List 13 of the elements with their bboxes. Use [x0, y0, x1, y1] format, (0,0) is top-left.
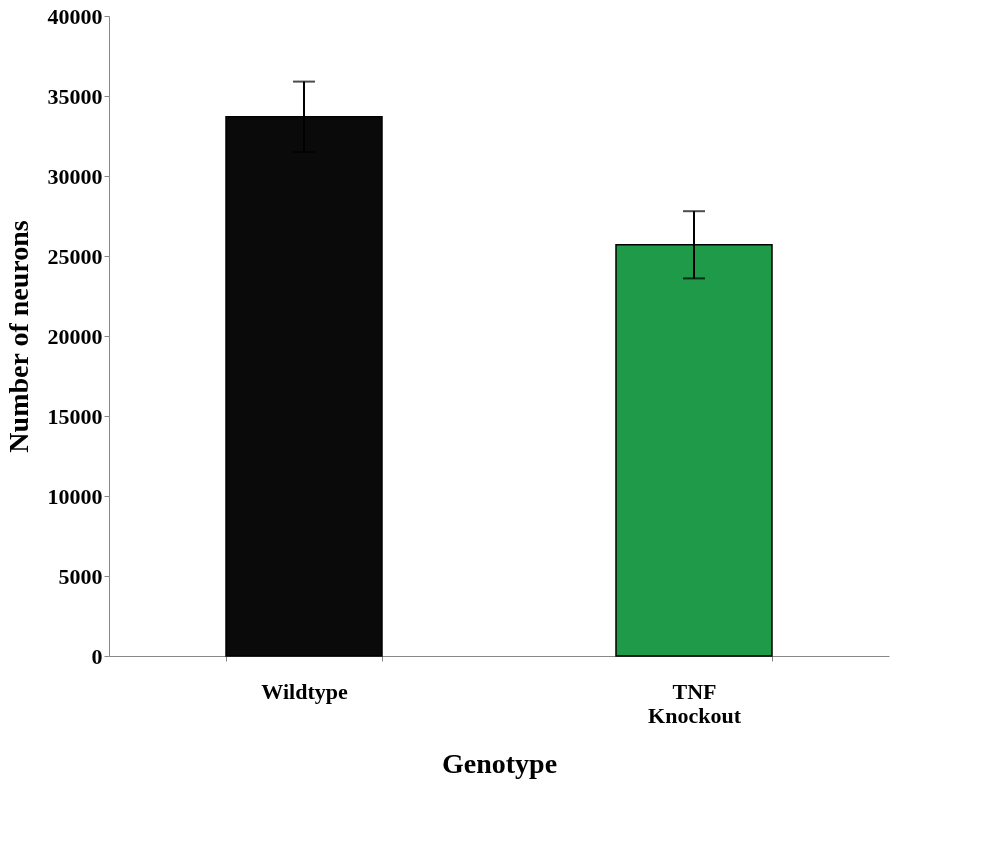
y-tick-label: 25000	[47, 243, 103, 269]
y-tick-label: 5000	[58, 563, 103, 589]
y-tick-label: 10000	[47, 483, 103, 509]
y-tick-label: 40000	[47, 3, 103, 29]
x-tick-label: Wildtype	[261, 678, 348, 704]
x-axis-title: Genotype	[441, 747, 558, 779]
y-tick-label: 35000	[47, 83, 103, 109]
x-tick-label: TNF Knockout	[648, 678, 742, 728]
y-tick-label: 15000	[47, 403, 103, 429]
y-tick-label: 20000	[47, 323, 103, 349]
y-tick-label: 0	[91, 643, 103, 669]
y-axis-title: Number of neurons	[2, 220, 34, 453]
y-tick-label: 30000	[47, 163, 103, 189]
